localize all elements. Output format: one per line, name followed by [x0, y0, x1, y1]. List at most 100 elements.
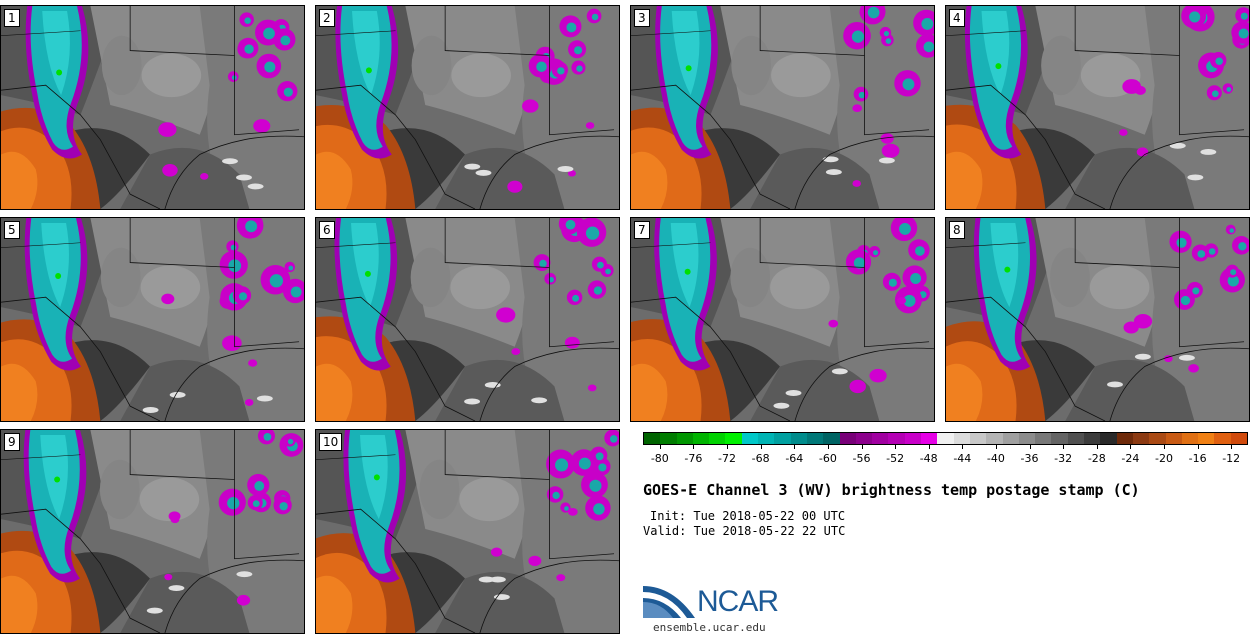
water-vapor-map: [1, 6, 304, 209]
colorbar-swatch: [660, 433, 677, 444]
colorbar-tick: [827, 445, 829, 449]
colorbar-swatch: [790, 433, 807, 444]
colorbar-swatch: [921, 433, 938, 444]
colorbar-ticks: -80 -76 -72 -68 -64 -60 -56 -52 -48 -44 -40 -36 -32 -…: [643, 445, 1248, 475]
colorbar-swatch: [1132, 433, 1150, 444]
colorbar-tick: [727, 445, 728, 449]
water-vapor-map: [316, 430, 619, 633]
colorbar-swatch: [1214, 433, 1231, 444]
colorbar-tick-label: -60: [818, 452, 837, 465]
panel-number: 8: [949, 221, 965, 239]
colorbar-tick: [928, 445, 930, 449]
panel-number: 7: [634, 221, 650, 239]
colorbar-tick: [659, 445, 661, 449]
colorbar-swatch: [1018, 433, 1036, 444]
colorbar-tick-label: -36: [1020, 452, 1039, 465]
postage-stamp-panel: 10: [315, 429, 620, 634]
colorbar-swatch: [758, 433, 775, 444]
colorbar-tick-label: -32: [1054, 452, 1073, 465]
colorbar-tick-label: -80: [650, 452, 669, 465]
ncar-logo-text: NCAR: [697, 585, 779, 618]
postage-stamp-panel: 5: [0, 217, 305, 422]
postage-stamp-panel: 4: [945, 5, 1250, 210]
panel-number: 9: [4, 433, 20, 451]
colorbar-swatch: [1116, 433, 1133, 444]
colorbar-swatch: [839, 433, 856, 444]
ncar-logo: [643, 586, 695, 618]
colorbar-tick-label: -52: [886, 452, 905, 465]
colorbar-swatch: [953, 433, 970, 444]
colorbar-tick-label: -56: [852, 452, 871, 465]
colorbar-tick: [693, 445, 695, 449]
figure-title: GOES-E Channel 3 (WV) brightness temp po…: [643, 481, 1140, 499]
panel-number: 5: [4, 221, 20, 239]
colorbar-tick-label: -48: [919, 452, 938, 465]
colorbar-swatch: [823, 433, 840, 444]
colorbar-tick-label: -72: [718, 452, 736, 465]
panel-number: 4: [949, 9, 965, 27]
panel-number: 1: [4, 9, 20, 27]
postage-stamp-panel: 1: [0, 5, 305, 210]
colorbar-tick-label: -12: [1222, 452, 1241, 465]
colorbar-swatch: [855, 433, 873, 444]
postage-stamp-panel: 7: [630, 217, 935, 422]
colorbar-swatch: [888, 433, 905, 444]
colorbar-tick: [995, 445, 997, 449]
colorbar-swatch: [1100, 433, 1117, 444]
colorbar-swatch: [644, 433, 661, 444]
colorbar-tick-label: -44: [953, 452, 972, 465]
panel-number: 6: [319, 221, 335, 239]
site-url: ensemble.ucar.edu: [653, 621, 766, 634]
colorbar-tick-label: -16: [1188, 452, 1207, 465]
colorbar-tick: [760, 445, 762, 449]
colorbar-tick: [1063, 445, 1065, 449]
colorbar-tick: [1197, 445, 1199, 449]
colorbar-swatch: [709, 433, 726, 444]
postage-stamp-panel: 3: [630, 5, 935, 210]
water-vapor-map: [316, 218, 619, 421]
colorbar-swatch: [1067, 433, 1085, 444]
postage-stamp-panel: 2: [315, 5, 620, 210]
colorbar-swatch: [1230, 433, 1247, 444]
colorbar-tick: [1029, 445, 1031, 449]
init-time: Init: Tue 2018-05-22 00 UTC: [650, 509, 846, 523]
colorbar-swatch: [872, 433, 889, 444]
colorbar-tick: [861, 445, 863, 449]
colorbar-tick: [1096, 445, 1098, 449]
water-vapor-map: [1, 218, 304, 421]
postage-stamp-panel: 9: [0, 429, 305, 634]
colorbar-swatch: [1198, 433, 1215, 444]
water-vapor-map: [946, 6, 1249, 209]
colorbar-swatch: [1002, 433, 1019, 444]
water-vapor-map: [946, 218, 1249, 421]
colorbar-swatch: [937, 433, 954, 444]
panel-number: 3: [634, 9, 650, 27]
water-vapor-map: [316, 6, 619, 209]
colorbar-tick: [895, 445, 897, 449]
colorbar-swatch: [725, 433, 742, 444]
panel-number: 2: [319, 9, 335, 27]
water-vapor-map: [631, 218, 934, 421]
colorbar-swatch: [806, 433, 824, 444]
colorbar-swatch: [986, 433, 1003, 444]
colorbar-tick-label: -76: [684, 452, 703, 465]
colorbar-tick-label: -20: [1155, 452, 1173, 465]
colorbar-swatch: [1035, 433, 1052, 444]
colorbar-tick-label: -64: [785, 452, 804, 465]
valid-time: Valid: Tue 2018-05-22 22 UTC: [643, 524, 846, 538]
panel-number: 10: [319, 433, 343, 451]
colorbar-swatch: [676, 433, 693, 444]
colorbar-swatch: [904, 433, 922, 444]
colorbar-tick: [794, 445, 796, 449]
colorbar-tick-label: -28: [1087, 452, 1106, 465]
colorbar-swatch: [1051, 433, 1068, 444]
colorbar-tick-label: -40: [986, 452, 1005, 465]
colorbar-swatch: [1181, 433, 1199, 444]
postage-stamp-panel: 6: [315, 217, 620, 422]
colorbar-tick: [1231, 445, 1233, 449]
colorbar-swatch: [774, 433, 791, 444]
colorbar-swatch: [1149, 433, 1166, 444]
postage-stamp-panel: 8: [945, 217, 1250, 422]
colorbar: [643, 432, 1248, 445]
colorbar-tick: [962, 445, 964, 449]
